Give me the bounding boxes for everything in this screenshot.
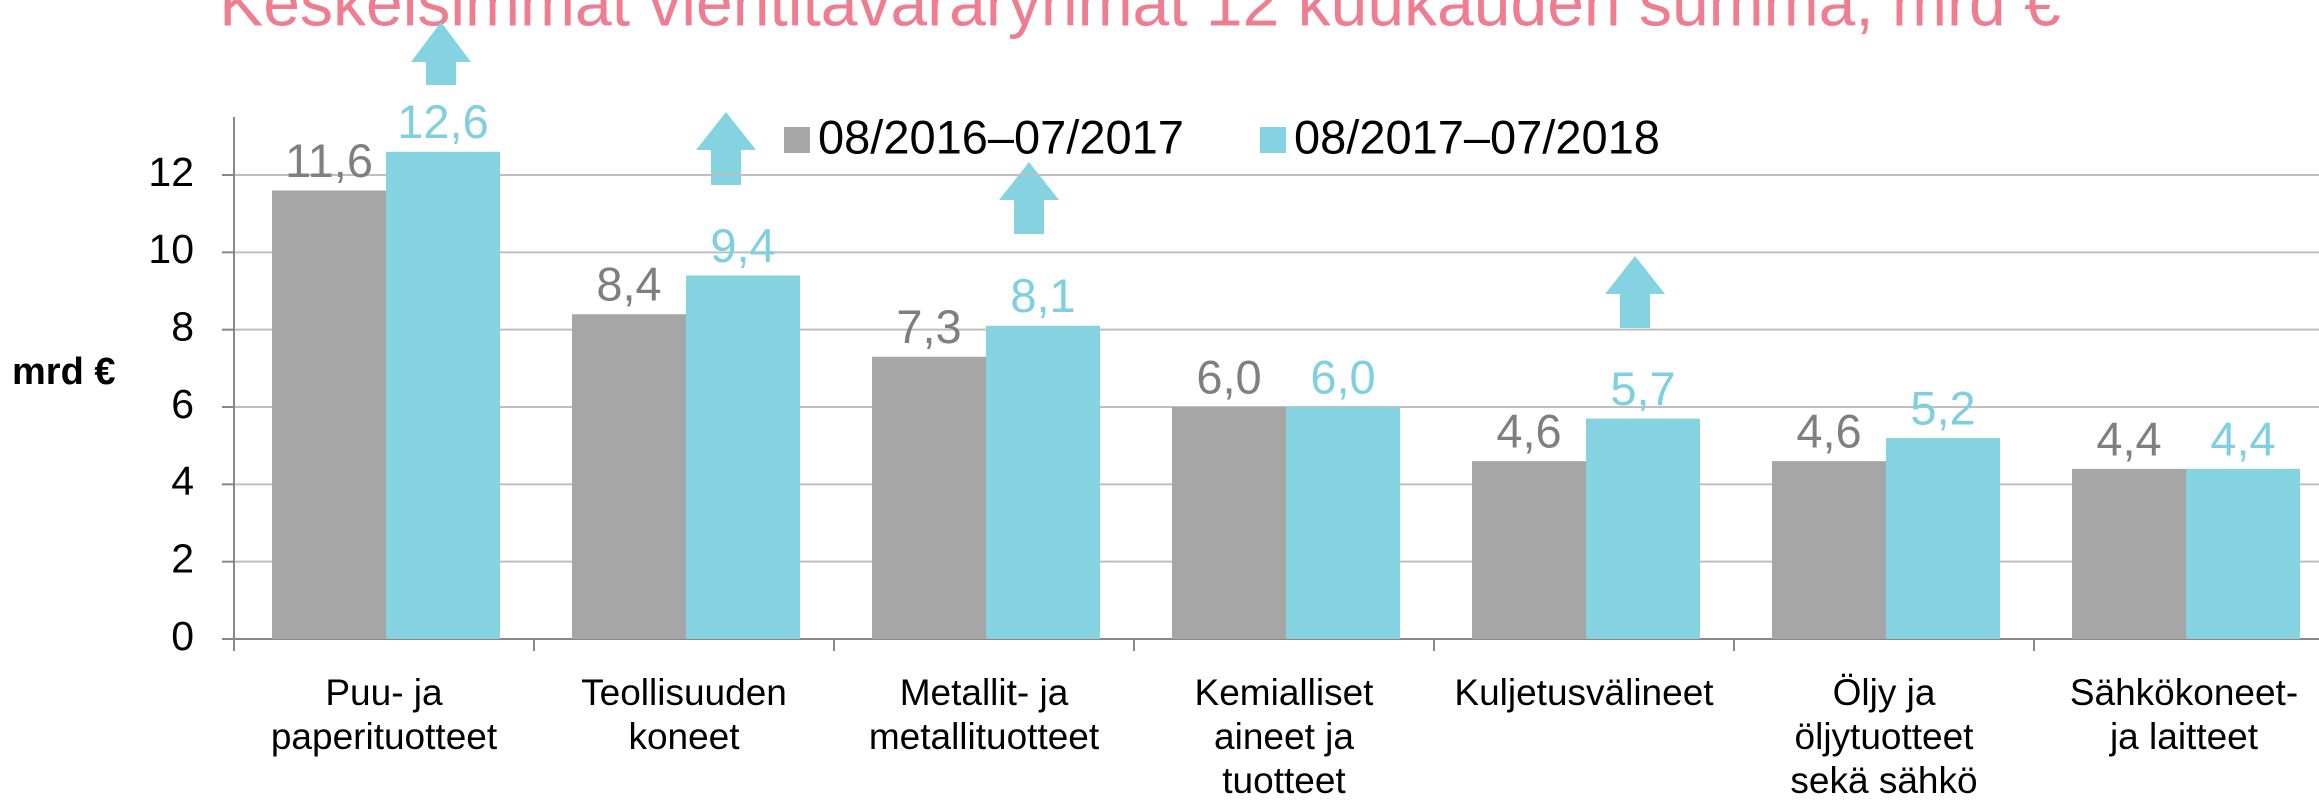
value-label: 6,0	[1310, 350, 1375, 403]
value-label: 6,0	[1196, 350, 1261, 403]
x-tick-label: Teollisuuden koneet	[581, 672, 787, 757]
legend-swatch	[1260, 127, 1286, 153]
x-tick-label: Puu- ja paperituotteet	[270, 672, 498, 757]
bar	[986, 325, 1100, 639]
chart-title: Keskeisimmät vientitavararyhmät 12 kuuka…	[219, 0, 2060, 39]
legend-label: 08/2016–07/2017	[818, 110, 1184, 163]
y-axis-label: mrd €	[12, 351, 115, 393]
bar	[386, 151, 500, 640]
x-tick-label: Kuljetusvälineet	[1454, 672, 1714, 713]
bar	[1472, 461, 1586, 639]
arrow	[1605, 256, 1665, 328]
arrow	[696, 112, 756, 185]
value-label: 4,6	[1496, 405, 1561, 458]
bar	[1286, 407, 1400, 639]
bar	[686, 275, 800, 639]
y-tick-label: 12	[148, 149, 194, 195]
x-tick-label: Metallit- ja metallituotteet	[868, 672, 1100, 757]
y-tick-label: 8	[171, 303, 194, 349]
value-label: 4,6	[1796, 405, 1861, 458]
value-label: 11,6	[285, 134, 373, 187]
value-label: 4,4	[2096, 412, 2161, 465]
value-label: 7,3	[896, 300, 961, 353]
value-label: 5,2	[1910, 381, 1975, 434]
value-label: 8,1	[1010, 269, 1075, 322]
legend-label: 08/2017–07/2018	[1294, 110, 1660, 163]
y-tick-label: 4	[171, 458, 194, 504]
bar	[2072, 468, 2186, 639]
x-tick-label: Sähkökoneet- ja laitteet	[2069, 672, 2299, 757]
bar	[1772, 461, 1886, 639]
legend-swatch	[784, 127, 810, 153]
y-tick-label: 6	[171, 381, 194, 427]
arrows	[411, 22, 1665, 328]
y-tick-label: 0	[171, 613, 194, 659]
y-tick-label: 2	[171, 535, 194, 581]
value-label: 4,4	[2210, 412, 2275, 465]
value-label: 12,6	[397, 95, 488, 148]
x-tick-label: Kemialliset aineet ja tuotteet	[1194, 672, 1374, 801]
value-label: 5,7	[1610, 362, 1675, 415]
y-tick-label: 10	[148, 226, 194, 272]
bar	[2186, 468, 2300, 639]
bar	[1886, 437, 2000, 639]
bar	[572, 314, 686, 639]
value-label: 8,4	[596, 258, 661, 311]
bar	[1172, 407, 1286, 639]
bar	[1586, 418, 1700, 639]
bar	[272, 190, 386, 639]
x-tick-label: Öljy ja öljytuotteet sekä sähkö	[1790, 672, 1978, 801]
arrow	[999, 162, 1059, 234]
value-label: 9,4	[710, 219, 775, 272]
arrow	[411, 22, 471, 85]
bar	[872, 356, 986, 639]
